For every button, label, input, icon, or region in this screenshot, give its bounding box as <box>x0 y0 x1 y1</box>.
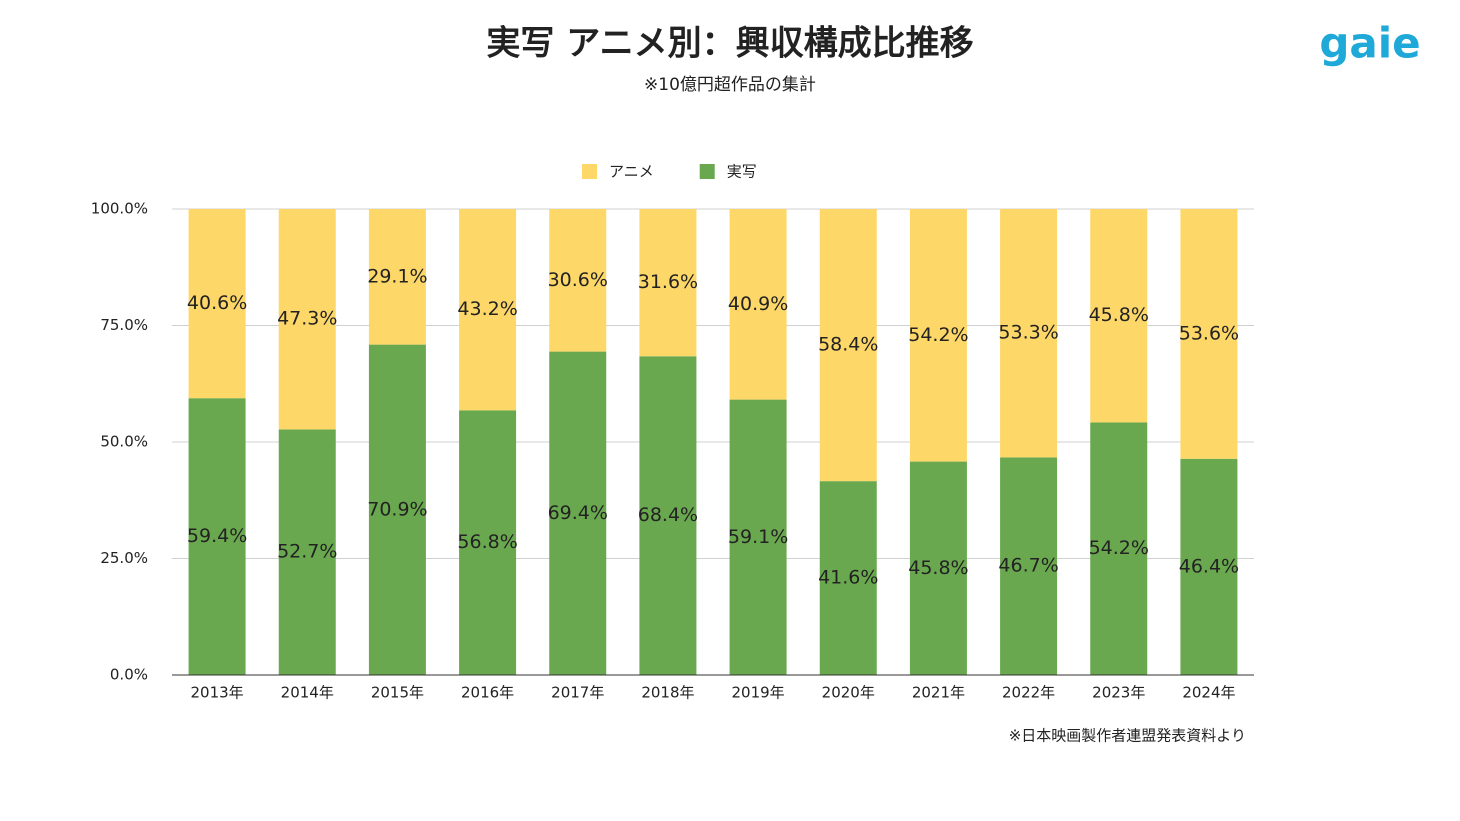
bar-segment <box>1090 422 1148 675</box>
bar-segment <box>549 351 607 675</box>
bar-segment <box>819 209 877 482</box>
bar-segment <box>1180 458 1238 675</box>
bar-segment <box>278 209 336 430</box>
bar-segment <box>459 209 517 411</box>
data-label: 29.1% <box>367 265 427 287</box>
x-tick-label: 2021年 <box>912 684 965 702</box>
y-tick-label: 25.0% <box>100 549 148 567</box>
legend-label: アニメ <box>609 163 654 181</box>
y-tick-label: 50.0% <box>100 433 148 451</box>
bar-segment <box>549 209 607 352</box>
data-label: 59.1% <box>728 526 788 548</box>
bar-segment <box>1090 209 1148 423</box>
bar-segment <box>639 356 697 675</box>
data-label: 56.8% <box>457 531 517 553</box>
data-label: 58.4% <box>818 334 878 356</box>
x-tick-label: 2020年 <box>822 684 875 702</box>
data-label: 30.6% <box>548 269 608 291</box>
bar-segment <box>729 209 787 400</box>
x-tick-label: 2013年 <box>190 684 243 702</box>
data-label: 52.7% <box>277 541 337 563</box>
y-tick-label: 0.0% <box>110 666 148 684</box>
bar-segment <box>819 481 877 675</box>
data-label: 54.2% <box>908 324 968 346</box>
data-label: 46.4% <box>1179 555 1239 577</box>
bar-segment <box>1000 457 1058 675</box>
legend-label: 実写 <box>727 163 757 181</box>
data-label: 45.8% <box>908 557 968 579</box>
bar-segment <box>368 209 426 345</box>
bar-segment <box>278 429 336 675</box>
bar-segment <box>188 398 246 675</box>
chart-title: 実写 アニメ別：興収構成比推移 <box>486 24 973 64</box>
bar-segment <box>729 399 787 675</box>
data-label: 53.3% <box>998 322 1058 344</box>
legend-swatch <box>582 164 597 179</box>
legend-swatch <box>699 164 715 179</box>
x-tick-label: 2016年 <box>461 684 514 702</box>
data-label: 45.8% <box>1089 304 1149 326</box>
chart-subtitle: ※10億円超作品の集計 <box>644 75 816 95</box>
y-tick-label: 75.0% <box>100 316 148 334</box>
x-tick-label: 2024年 <box>1182 684 1235 702</box>
bar-segment <box>1180 209 1238 459</box>
data-label: 47.3% <box>277 308 337 330</box>
data-label: 31.6% <box>638 271 698 293</box>
x-tick-label: 2014年 <box>281 684 334 702</box>
data-label: 69.4% <box>548 502 608 524</box>
data-label: 59.4% <box>187 525 247 547</box>
data-label: 68.4% <box>638 504 698 526</box>
data-label: 53.6% <box>1179 322 1239 344</box>
x-tick-label: 2017年 <box>551 684 604 702</box>
logo: gaie <box>1319 19 1420 68</box>
data-label: 43.2% <box>457 298 517 320</box>
source-note: ※日本映画製作者連盟発表資料より <box>1009 727 1246 745</box>
bar-segment <box>909 209 967 462</box>
bar-segment <box>639 209 697 357</box>
data-label: 70.9% <box>367 498 427 520</box>
x-tick-label: 2022年 <box>1002 684 1055 702</box>
bar-segment <box>368 344 426 675</box>
x-tick-label: 2019年 <box>731 684 784 702</box>
data-label: 41.6% <box>818 567 878 589</box>
data-label: 46.7% <box>998 555 1058 577</box>
data-label: 40.6% <box>187 292 247 314</box>
x-tick-label: 2015年 <box>371 684 424 702</box>
bar-segment <box>459 410 517 675</box>
data-label: 54.2% <box>1089 537 1149 559</box>
y-tick-label: 100.0% <box>91 200 148 218</box>
bar-segment <box>1000 209 1058 458</box>
data-label: 40.9% <box>728 293 788 315</box>
bar-segment <box>909 461 967 675</box>
x-tick-label: 2023年 <box>1092 684 1145 702</box>
bar-segment <box>188 209 246 399</box>
x-tick-label: 2018年 <box>641 684 694 702</box>
